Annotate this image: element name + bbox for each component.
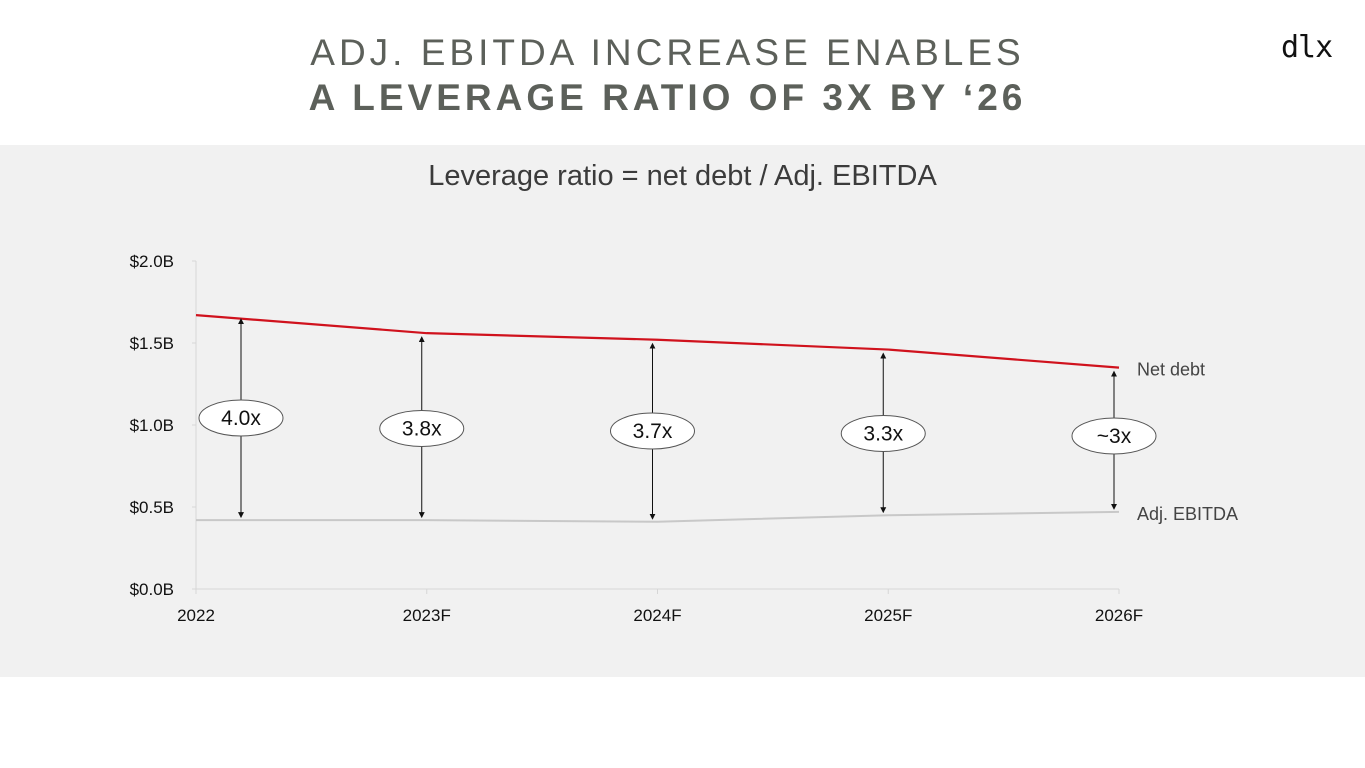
ratio-bubble [840,415,926,452]
x-tick-label: 2026F [1095,606,1143,625]
y-tick-label: $1.5B [130,334,174,353]
ratio-label: 4.0x [221,407,261,430]
ratio-bubble [610,412,695,450]
title-block: ADJ. EBITDA INCREASE ENABLES A LEVERAGE … [0,30,1335,120]
series-label-net-debt: Net debt [1137,360,1205,380]
y-tick-label: $0.0B [130,580,174,599]
dlx-logo: dlx [1281,30,1333,65]
x-tick-label: 2025F [864,606,912,625]
ratio-bubble [379,410,465,447]
y-tick-label: $1.0B [130,416,174,435]
series-label-adj-ebitda: Adj. EBITDA [1137,504,1238,524]
title-line-2: A LEVERAGE RATIO OF 3X BY ‘26 [308,77,1027,118]
chart-title: Leverage ratio = net debt / Adj. EBITDA [428,160,937,192]
series-line-adj-ebitda [196,510,1120,523]
x-tick-label: 2023F [403,606,451,625]
ratio-label: 3.3x [863,423,903,446]
ratio-bubble [1071,417,1157,455]
y-tick-label: $0.5B [130,498,174,517]
title-line-1: ADJ. EBITDA INCREASE ENABLES [310,32,1025,73]
series-line-net-debt [195,314,1120,369]
x-tick-label: 2024F [633,606,681,625]
ratio-label: 3.8x [402,418,442,441]
ratio-label: 3.7x [633,420,673,443]
ratio-bubble [198,399,284,437]
ratio-label: ~3x [1097,425,1132,448]
y-tick-label: $2.0B [130,252,174,271]
x-tick-label: 2022 [177,606,215,625]
